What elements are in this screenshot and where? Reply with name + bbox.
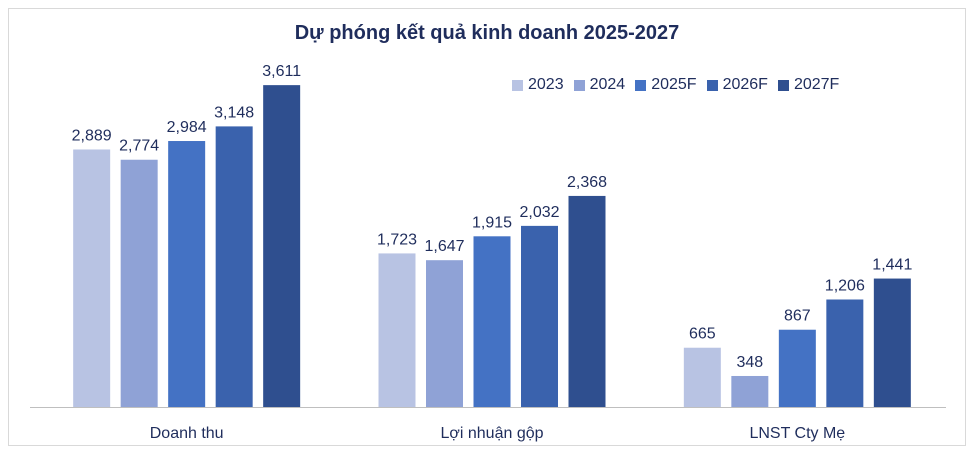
bar <box>568 195 606 407</box>
data-label: 3,148 <box>214 104 254 121</box>
data-label: 665 <box>689 326 716 343</box>
bar <box>168 141 206 407</box>
bar <box>778 329 816 407</box>
legend-item-2025f: 2025F <box>635 76 697 94</box>
data-label: 2,032 <box>519 204 559 221</box>
legend: 2023 2024 2025F 2026F 2027F <box>512 76 839 94</box>
legend-item-2024: 2024 <box>573 76 626 94</box>
bar <box>873 278 911 407</box>
data-label: 2,774 <box>119 138 159 155</box>
legend-swatch <box>573 79 585 91</box>
data-label: 867 <box>784 308 811 325</box>
category-label: Doanh thu <box>150 425 224 442</box>
bar <box>263 85 301 407</box>
legend-swatch <box>512 79 523 91</box>
data-label: 1,915 <box>472 214 512 231</box>
bar <box>73 149 111 407</box>
bar <box>731 375 769 407</box>
bar <box>120 159 158 407</box>
data-label: 2,368 <box>567 174 607 191</box>
data-label: 348 <box>736 354 763 371</box>
bar <box>378 253 416 407</box>
data-label: 2,889 <box>72 127 112 144</box>
category-label: LNST Cty Mẹ <box>749 425 845 442</box>
data-label: 1,647 <box>424 238 464 255</box>
data-label: 1,206 <box>825 278 865 295</box>
legend-swatch <box>635 79 647 91</box>
category-label: Lợi nhuận gộp <box>440 425 543 442</box>
legend-swatch <box>777 79 789 91</box>
bar <box>215 126 253 407</box>
bar <box>473 236 511 407</box>
legend-label: 2023 <box>528 76 564 93</box>
data-label: 2,984 <box>167 119 207 136</box>
legend-label: 2026F <box>722 76 768 93</box>
legend-item-2023: 2023 <box>512 76 564 94</box>
legend-item-2026f: 2026F <box>706 76 768 94</box>
legend-label: 2024 <box>589 76 626 93</box>
data-label: 1,441 <box>872 257 912 274</box>
data-label: 3,611 <box>262 63 301 80</box>
bar <box>826 299 864 407</box>
legend-swatch <box>706 79 718 91</box>
bar <box>683 347 721 407</box>
legend-item-2027f: 2027F <box>777 76 840 94</box>
chart-title: Dự phóng kết quả kinh doanh 2025-2027 <box>294 22 680 44</box>
legend-label: 2027F <box>793 76 840 93</box>
bar <box>426 260 463 407</box>
legend-label: 2025F <box>651 76 697 93</box>
data-label: 1,723 <box>377 231 417 248</box>
bar <box>521 225 558 407</box>
